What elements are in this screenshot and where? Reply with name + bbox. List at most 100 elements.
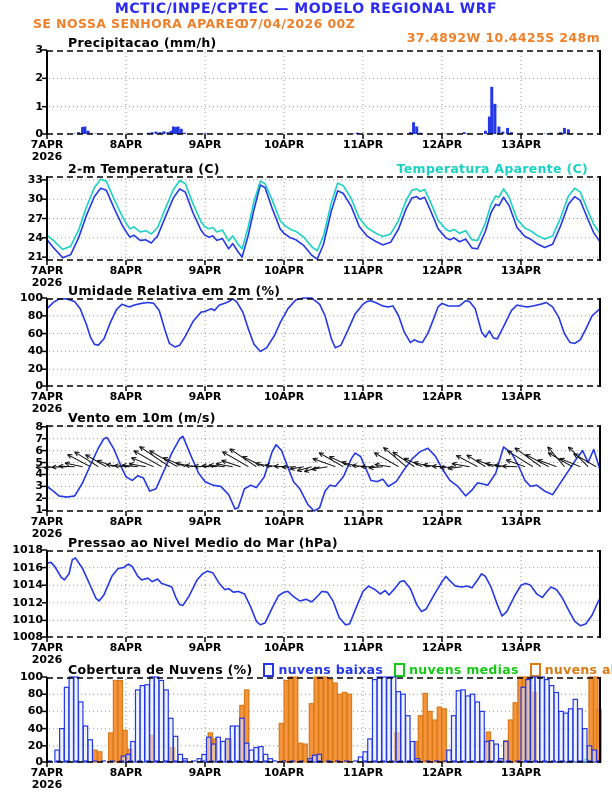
panel-wind: Vento em 10m (m/s) 1 2 3 4 5 6 7 8 7APR 8APR 9APR 1… [0, 410, 612, 540]
y-tick-label: 1018 [12, 543, 43, 556]
y-tick-label: 4 [35, 467, 43, 481]
y-tick-label: 1014 [12, 578, 43, 592]
y-tick-label: 80 [27, 308, 43, 322]
x-tick-label: 7APR [30, 766, 64, 779]
pressure-plot [42, 549, 601, 642]
y-tick-label: 80 [27, 687, 43, 701]
x-tick-label: 10APR [263, 641, 305, 654]
x-tick-label: 12APR [421, 138, 463, 151]
x-axis-year-label: 2026 [31, 653, 63, 666]
mid-clouds-label: nuvens medias [409, 662, 519, 677]
y-tick-label: 100 [20, 670, 43, 683]
y-tick-label: 33 [27, 172, 43, 186]
x-axis-year-label: 2026 [31, 276, 63, 289]
x-tick-label: 12APR [421, 390, 463, 403]
x-tick-label: 9APR [188, 390, 222, 403]
y-tick-label: 100 [20, 291, 43, 304]
cloud-cover-plot [42, 676, 602, 767]
x-tick-label: 11APR [342, 515, 384, 528]
x-axis-year-label: 2026 [31, 150, 63, 163]
x-tick-label: 10APR [263, 264, 305, 277]
y-tick-label: 1 [35, 99, 43, 113]
x-tick-label: 13APR [500, 515, 542, 528]
x-tick-label: 10APR [263, 515, 305, 528]
x-tick-label: 9APR [188, 766, 222, 779]
x-tick-label: 13APR [500, 641, 542, 654]
run-datetime: 07/04/2026 00Z [240, 16, 356, 31]
x-tick-label: 8APR [109, 766, 143, 779]
precipitation-title: Precipitacao (mm/h) [68, 35, 217, 50]
y-tick-label: 20 [27, 362, 43, 376]
y-tick-label: 8 [35, 419, 43, 433]
y-tick-label: 2 [35, 71, 43, 85]
x-tick-label: 8APR [109, 264, 143, 277]
station-name: SE NOSSA SENHORA APAREC [33, 16, 245, 31]
legend-low-clouds: nuvens baixas [263, 662, 383, 677]
x-tick-label: 8APR [109, 515, 143, 528]
x-tick-label: 13APR [500, 138, 542, 151]
y-tick-label: 40 [27, 344, 43, 358]
pressure-title: Pressao ao Nivel Medio do Mar (hPa) [68, 535, 338, 550]
x-tick-label: 11APR [342, 138, 384, 151]
cloud-title-row: Cobertura de Nuvens (%) nuvens baixas nu… [68, 662, 612, 677]
high-clouds-label: nuvens altas [544, 662, 612, 677]
x-tick-label: 11APR [342, 264, 384, 277]
y-tick-label: 24 [27, 230, 43, 244]
x-tick-label: 8APR [109, 390, 143, 403]
x-tick-label: 12APR [421, 766, 463, 779]
x-tick-label: 11APR [342, 641, 384, 654]
temperature-plot [42, 176, 601, 265]
y-tick-label: 3 [35, 43, 43, 56]
cloud-cover-title: Cobertura de Nuvens (%) [68, 662, 253, 677]
panel-cloud-cover: Cobertura de Nuvens (%) nuvens baixas nu… [0, 662, 612, 791]
x-tick-label: 7APR [30, 264, 64, 277]
x-tick-label: 12APR [421, 264, 463, 277]
y-tick-label: 0 [35, 127, 43, 140]
x-tick-label: 11APR [342, 390, 384, 403]
legend-high-clouds: nuvens altas [529, 662, 612, 677]
temperature-title: 2-m Temperatura (C) [68, 161, 220, 176]
x-tick-label: 8APR [109, 641, 143, 654]
high-clouds-swatch-icon [529, 662, 541, 677]
y-tick-label: 1010 [12, 613, 43, 627]
panel-pressure: Pressao ao Nivel Medio do Mar (hPa) 1008… [0, 535, 612, 666]
wind-plot [35, 425, 601, 516]
precipitation-plot [42, 49, 601, 139]
x-tick-label: 10APR [263, 138, 305, 151]
y-tick-label: 27 [27, 211, 43, 225]
y-tick-label: 1012 [12, 595, 43, 609]
station-coordinates: 37.4892W 10.4425S 248m [406, 30, 600, 45]
x-tick-label: 7APR [30, 515, 64, 528]
x-tick-label: 9APR [188, 515, 222, 528]
page-title: MCTIC/INPE/CPTEC — MODELO REGIONAL WRF [114, 1, 498, 17]
y-tick-label: 1008 [12, 630, 43, 643]
x-tick-label: 13APR [500, 264, 542, 277]
x-axis-year-label: 2026 [31, 402, 63, 415]
x-tick-label: 7APR [30, 390, 64, 403]
y-tick-label: 20 [27, 738, 43, 752]
y-tick-label: 1016 [12, 560, 43, 574]
x-axis-year-label: 2026 [31, 778, 63, 791]
x-tick-label: 9APR [188, 264, 222, 277]
y-tick-label: 7 [35, 431, 43, 445]
panel-humidity: Umidade Relativa em 2m (%) 0 20 40 60 80 100 7… [0, 283, 612, 415]
mid-clouds-swatch-icon [394, 662, 406, 677]
x-tick-label: 10APR [263, 390, 305, 403]
y-tick-label: 30 [27, 192, 43, 206]
apparent-temp-legend-label: Temperatura Aparente (C) [396, 161, 588, 176]
x-tick-label: 13APR [500, 766, 542, 779]
humidity-plot [42, 297, 601, 391]
y-tick-label: 5 [35, 455, 43, 469]
x-tick-label: 10APR [263, 766, 305, 779]
x-tick-label: 8APR [109, 138, 143, 151]
wind-title: Vento em 10m (m/s) [68, 410, 216, 425]
humidity-title: Umidade Relativa em 2m (%) [68, 283, 281, 298]
low-clouds-label: nuvens baixas [278, 662, 384, 677]
y-tick-label: 2 [35, 491, 43, 505]
x-tick-label: 7APR [30, 138, 64, 151]
x-tick-label: 11APR [342, 766, 384, 779]
x-tick-label: 9APR [188, 138, 222, 151]
x-tick-label: 12APR [421, 641, 463, 654]
y-tick-label: 21 [27, 250, 43, 264]
